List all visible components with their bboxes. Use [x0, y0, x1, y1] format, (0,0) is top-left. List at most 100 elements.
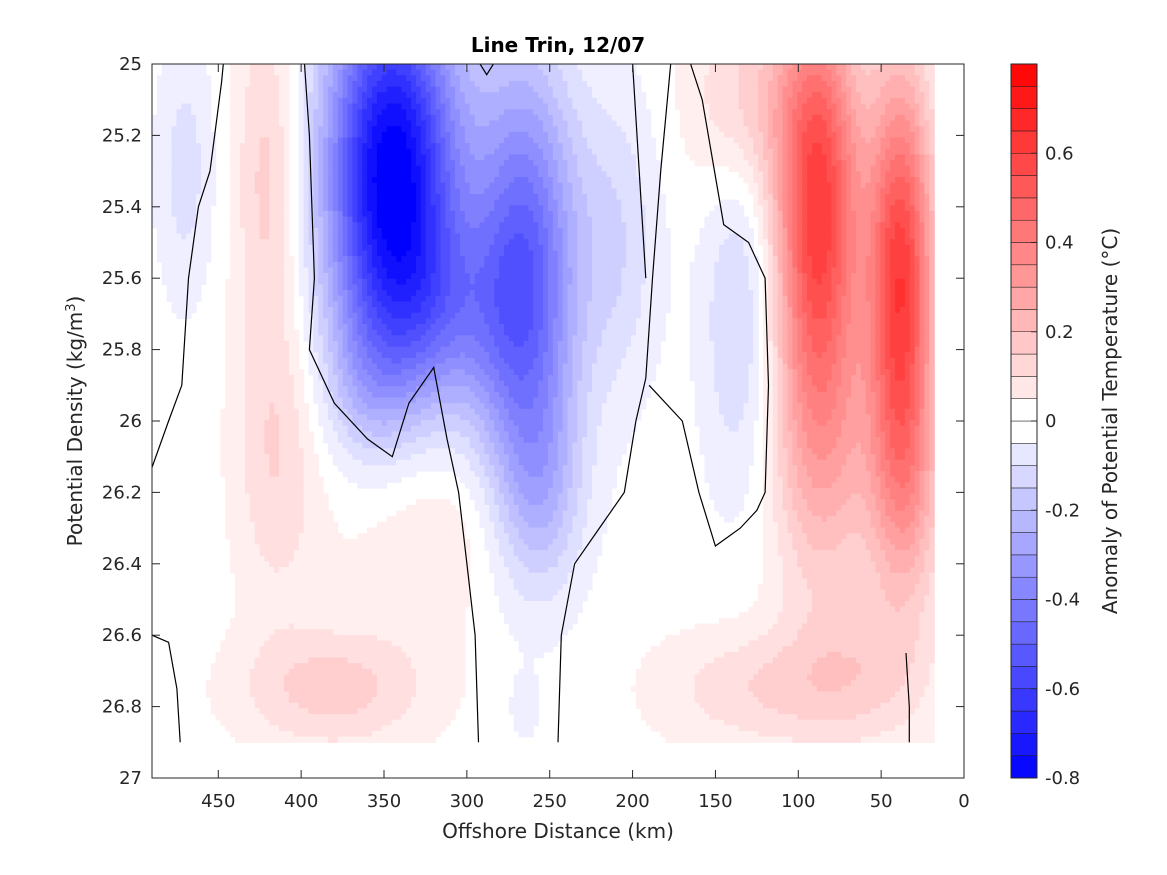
- heatmap-cell: [254, 109, 261, 116]
- heatmap-cell: [191, 171, 197, 178]
- heatmap-cell: [259, 233, 266, 240]
- heatmap-cell: [606, 199, 613, 206]
- heatmap-cell: [313, 114, 319, 122]
- heatmap-cell: [919, 120, 925, 127]
- heatmap-cell: [415, 244, 422, 252]
- heatmap-cell: [499, 109, 505, 116]
- heatmap-cell: [763, 97, 769, 105]
- heatmap-cell: [899, 92, 906, 99]
- heatmap-cell: [528, 205, 534, 212]
- heatmap-cell: [283, 244, 290, 252]
- heatmap-cell: [415, 194, 422, 201]
- heatmap-cell: [547, 97, 554, 105]
- heatmap-cell: [787, 222, 793, 229]
- heatmap-cell: [469, 256, 476, 263]
- heatmap-cell: [865, 148, 872, 156]
- heatmap-cell: [777, 120, 784, 127]
- heatmap-cell: [772, 109, 779, 116]
- heatmap-cell: [709, 210, 715, 218]
- heatmap-cell: [244, 182, 251, 189]
- heatmap-cell: [890, 244, 896, 252]
- heatmap-cell: [587, 199, 593, 206]
- heatmap-cell: [929, 165, 935, 172]
- heatmap-cell: [811, 177, 818, 184]
- heatmap-cell: [205, 86, 212, 93]
- heatmap-cell: [807, 233, 813, 240]
- heatmap-cell: [191, 80, 197, 88]
- heatmap-cell: [709, 233, 715, 240]
- heatmap-cell: [528, 222, 534, 229]
- heatmap-cell: [816, 250, 823, 257]
- heatmap-cell: [533, 126, 539, 133]
- heatmap-cell: [166, 188, 173, 195]
- heatmap-cell: [914, 64, 921, 71]
- heatmap-cell: [811, 188, 818, 195]
- heatmap-cell: [587, 205, 593, 212]
- heatmap-cell: [318, 188, 324, 195]
- heatmap-cell: [347, 131, 354, 139]
- heatmap-cell: [391, 233, 398, 240]
- heatmap-cell: [880, 92, 886, 99]
- heatmap-cell: [846, 205, 852, 212]
- heatmap-cell: [249, 210, 256, 218]
- heatmap-cell: [499, 114, 505, 122]
- heatmap-cell: [797, 165, 803, 172]
- heatmap-cell: [337, 222, 344, 229]
- heatmap-cell: [239, 194, 246, 201]
- heatmap-cell: [875, 143, 881, 150]
- heatmap-cell: [464, 97, 471, 105]
- heatmap-cell: [533, 75, 539, 82]
- heatmap-cell: [523, 233, 530, 240]
- heatmap-cell: [572, 143, 578, 150]
- heatmap-cell: [596, 131, 603, 139]
- heatmap-cell: [557, 143, 564, 150]
- heatmap-cell: [342, 137, 349, 144]
- heatmap-cell: [753, 194, 759, 201]
- heatmap-cell: [748, 103, 754, 110]
- heatmap-cell: [567, 131, 574, 139]
- heatmap-cell: [450, 109, 456, 116]
- heatmap-cell: [357, 250, 363, 257]
- heatmap-cell: [611, 188, 618, 195]
- heatmap-cell: [890, 188, 896, 195]
- heatmap-cell: [411, 75, 417, 82]
- heatmap-cell: [303, 75, 310, 82]
- heatmap-cell: [503, 86, 510, 93]
- heatmap-cell: [772, 177, 779, 184]
- heatmap-cell: [577, 92, 583, 99]
- heatmap-cell: [621, 154, 627, 161]
- heatmap-cell: [323, 92, 329, 99]
- heatmap-cell: [728, 165, 735, 172]
- heatmap-cell: [826, 109, 833, 116]
- heatmap-cell: [567, 250, 574, 257]
- heatmap-cell: [455, 137, 461, 144]
- heatmap-cell: [406, 92, 412, 99]
- heatmap-cell: [753, 97, 759, 105]
- heatmap-cell: [797, 244, 803, 252]
- heatmap-cell: [450, 92, 456, 99]
- heatmap-cell: [244, 216, 251, 223]
- heatmap-cell: [249, 205, 256, 212]
- heatmap-cell: [714, 250, 720, 257]
- heatmap-cell: [283, 92, 290, 99]
- heatmap-cell: [621, 227, 627, 235]
- heatmap-cell: [733, 109, 740, 116]
- heatmap-cell: [249, 75, 256, 82]
- heatmap-cell: [870, 216, 877, 223]
- heatmap-cell: [303, 97, 310, 105]
- heatmap-cell: [885, 126, 891, 133]
- heatmap-cell: [621, 205, 627, 212]
- heatmap-cell: [318, 227, 324, 235]
- heatmap-cell: [914, 114, 921, 122]
- heatmap-cell: [440, 103, 446, 110]
- heatmap-cell: [499, 120, 505, 127]
- heatmap-cell: [455, 205, 461, 212]
- heatmap-cell: [200, 86, 207, 93]
- heatmap-cell: [396, 165, 402, 172]
- heatmap-cell: [230, 256, 236, 263]
- heatmap-cell: [332, 69, 339, 76]
- heatmap-cell: [489, 80, 495, 88]
- heatmap-cell: [464, 137, 471, 144]
- heatmap-cell: [371, 131, 378, 139]
- heatmap-cell: [929, 216, 935, 223]
